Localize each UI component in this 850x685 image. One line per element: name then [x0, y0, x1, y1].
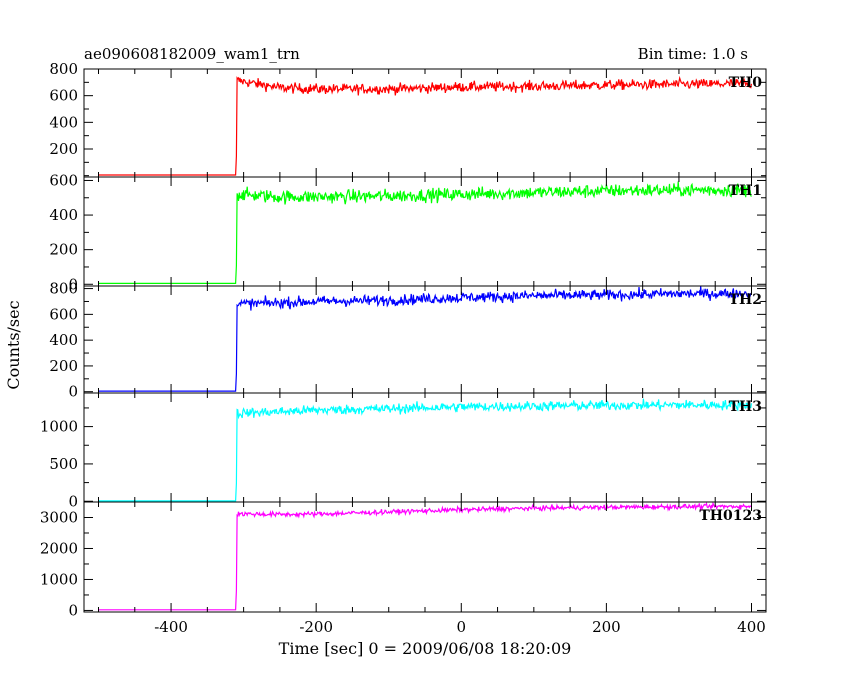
y-axis-label: Counts/sec — [4, 300, 23, 389]
panel-label-th0123: TH0123 — [699, 508, 762, 524]
x-tick-label: 200 — [592, 618, 621, 636]
y-tick-label: 200 — [49, 140, 78, 158]
y-tick-label: 2000 — [40, 539, 78, 557]
series-line-th0123 — [98, 501, 752, 611]
x-tick-label: 0 — [457, 618, 467, 636]
panel-th2: 0 200 400 600 800 TH2 — [49, 280, 767, 401]
y-tick-label: 0 — [68, 383, 78, 401]
panel-label-th3: TH3 — [729, 399, 762, 415]
y-tick-label: 200 — [49, 241, 78, 259]
panel-th0123: 0 1000 2000 3000 TH0123 — [40, 501, 767, 619]
x-tick-label: 400 — [737, 618, 766, 636]
y-tick-label: 600 — [49, 171, 78, 189]
panel-frame — [83, 501, 767, 613]
y-tick-label: 0 — [68, 275, 78, 293]
x-tick-label: -200 — [299, 618, 333, 636]
panel-th3: 0 500 1000 TH3 — [40, 392, 767, 510]
panel-th1: 0 200 400 600 TH1 — [49, 171, 767, 293]
panel-th0: 200 400 600 800 TH0 — [49, 60, 767, 178]
y-tick-label: 1000 — [40, 418, 78, 436]
y-tick-label: 0 — [68, 601, 78, 619]
panel-label-th1: TH1 — [729, 183, 762, 199]
y-tick-label: 400 — [49, 331, 78, 349]
y-tick-label: 800 — [49, 280, 78, 298]
y-tick-label: 400 — [49, 206, 78, 224]
x-axis-label: Time [sec] 0 = 2009/06/08 18:20:09 — [279, 639, 572, 658]
y-tick-label: 400 — [49, 113, 78, 131]
y-tick-label: 200 — [49, 357, 78, 375]
panel-label-th0: TH0 — [729, 75, 763, 91]
series-line-th3 — [98, 398, 753, 502]
y-tick-label: 0 — [68, 492, 78, 510]
y-tick-label: 3000 — [40, 508, 78, 526]
y-tick-label: 500 — [49, 455, 78, 473]
panels-layer: 200 400 600 800 TH0 0 200 400 600 TH1 0 200 400 600 80… — [40, 60, 767, 636]
y-tick-label: 800 — [49, 60, 78, 78]
series-line-th0 — [98, 75, 753, 176]
y-tick-label: 600 — [49, 87, 78, 105]
series-line-th1 — [98, 181, 752, 284]
y-tick-label: 600 — [49, 305, 78, 323]
x-tick-label: -400 — [154, 618, 188, 636]
panel-frame — [83, 176, 767, 287]
series-line-th2 — [98, 286, 752, 392]
chart-title: ae090608182009_wam1_trn — [84, 45, 300, 63]
bin-time-label: Bin time: 1.0 s — [638, 45, 748, 63]
y-tick-label: 1000 — [40, 570, 78, 588]
panel-frame — [83, 285, 767, 394]
panel-label-th2: TH2 — [729, 292, 762, 308]
